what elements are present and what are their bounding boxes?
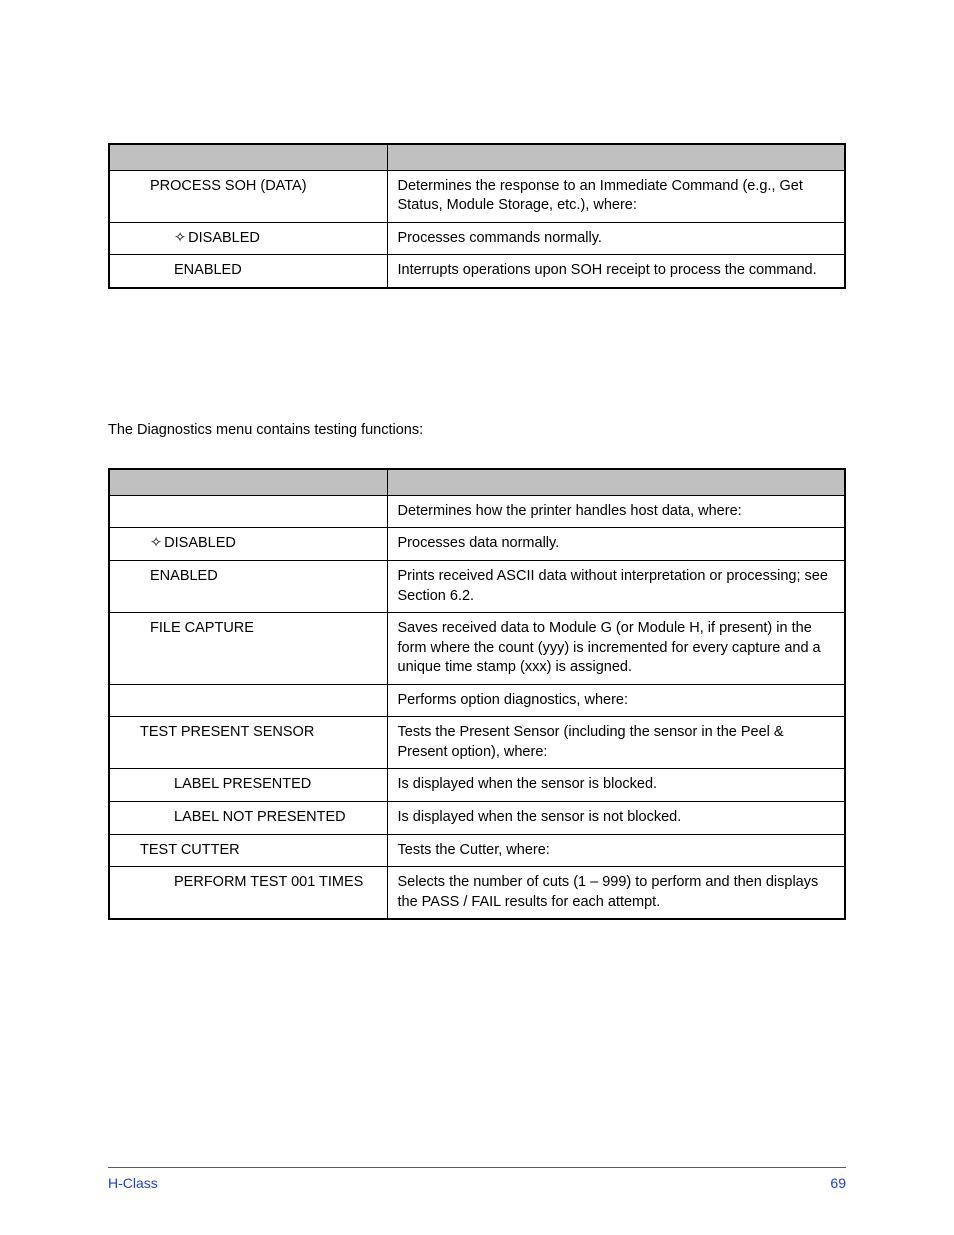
table-row: PROCESS SOH (DATA) Determines the respon… bbox=[109, 170, 845, 222]
table-header-row bbox=[109, 144, 845, 170]
table-row: LABEL PRESENTED Is displayed when the se… bbox=[109, 769, 845, 802]
setting-desc: Prints received ASCII data without inter… bbox=[387, 560, 845, 612]
default-diamond-icon: ✧ bbox=[150, 534, 162, 554]
footer-doc-title: H-Class bbox=[108, 1174, 158, 1193]
table-row: LABEL NOT PRESENTED Is displayed when th… bbox=[109, 802, 845, 835]
table-row: TEST PRESENT SENSOR Tests the Present Se… bbox=[109, 717, 845, 769]
setting-desc: Tests the Present Sensor (including the … bbox=[387, 717, 845, 769]
default-diamond-icon: ✧ bbox=[174, 229, 186, 249]
setting-desc: Processes commands normally. bbox=[387, 222, 845, 255]
setting-label: FILE CAPTURE bbox=[109, 613, 387, 685]
setting-desc: Saves received data to Module G (or Modu… bbox=[387, 613, 845, 685]
page: PROCESS SOH (DATA) Determines the respon… bbox=[0, 0, 954, 1235]
settings-table-1: PROCESS SOH (DATA) Determines the respon… bbox=[108, 143, 846, 289]
table-header-cell bbox=[109, 469, 387, 495]
section-intro-text: The Diagnostics menu contains testing fu… bbox=[108, 421, 846, 441]
diagnostics-table: Determines how the printer handles host … bbox=[108, 468, 846, 920]
setting-label-text: DISABLED bbox=[164, 535, 236, 551]
setting-label: TEST CUTTER bbox=[109, 834, 387, 867]
setting-label: PERFORM TEST 001 TIMES bbox=[109, 867, 387, 920]
table-row: PERFORM TEST 001 TIMES Selects the numbe… bbox=[109, 867, 845, 920]
setting-desc: Determines the response to an Immediate … bbox=[387, 170, 845, 222]
setting-desc: Is displayed when the sensor is not bloc… bbox=[387, 802, 845, 835]
footer-page-number: 69 bbox=[830, 1174, 846, 1193]
setting-desc: Selects the number of cuts (1 – 999) to … bbox=[387, 867, 845, 920]
setting-desc: Determines how the printer handles host … bbox=[387, 495, 845, 528]
setting-label: ✧DISABLED bbox=[109, 222, 387, 255]
page-footer: H-Class 69 bbox=[108, 1167, 846, 1193]
setting-desc: Performs option diagnostics, where: bbox=[387, 684, 845, 717]
setting-label: LABEL PRESENTED bbox=[109, 769, 387, 802]
setting-desc: Is displayed when the sensor is blocked. bbox=[387, 769, 845, 802]
setting-label: ENABLED bbox=[109, 560, 387, 612]
table-row: ENABLED Interrupts operations upon SOH r… bbox=[109, 255, 845, 288]
setting-label-text: DISABLED bbox=[188, 230, 260, 246]
table-header-cell bbox=[387, 144, 845, 170]
setting-label bbox=[109, 684, 387, 717]
table-row: ✧DISABLED Processes data normally. bbox=[109, 528, 845, 561]
setting-desc: Interrupts operations upon SOH receipt t… bbox=[387, 255, 845, 288]
setting-label: TEST PRESENT SENSOR bbox=[109, 717, 387, 769]
table-header-row bbox=[109, 469, 845, 495]
setting-label: LABEL NOT PRESENTED bbox=[109, 802, 387, 835]
table-row: FILE CAPTURE Saves received data to Modu… bbox=[109, 613, 845, 685]
table-row: Determines how the printer handles host … bbox=[109, 495, 845, 528]
table-header-cell bbox=[109, 144, 387, 170]
setting-label bbox=[109, 495, 387, 528]
setting-label: ENABLED bbox=[109, 255, 387, 288]
setting-desc: Processes data normally. bbox=[387, 528, 845, 561]
table-row: ✧DISABLED Processes commands normally. bbox=[109, 222, 845, 255]
setting-label: PROCESS SOH (DATA) bbox=[109, 170, 387, 222]
table-row: ENABLED Prints received ASCII data witho… bbox=[109, 560, 845, 612]
setting-label: ✧DISABLED bbox=[109, 528, 387, 561]
table-header-cell bbox=[387, 469, 845, 495]
table-row: Performs option diagnostics, where: bbox=[109, 684, 845, 717]
table-row: TEST CUTTER Tests the Cutter, where: bbox=[109, 834, 845, 867]
setting-desc: Tests the Cutter, where: bbox=[387, 834, 845, 867]
